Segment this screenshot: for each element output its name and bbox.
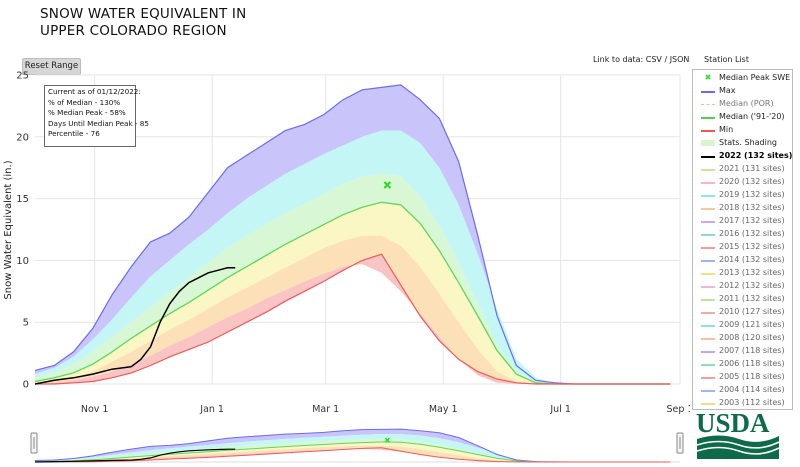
legend-swatch	[701, 91, 715, 93]
y-tick-label: 0	[23, 380, 29, 391]
y-tick-label: 15	[16, 194, 29, 205]
y-axis-label: Snow Water Equivalent (in.)	[3, 160, 14, 299]
legend-swatch	[701, 312, 715, 314]
link-separator: /	[661, 55, 670, 64]
legend-label: 2005 (118 sites)	[719, 372, 785, 381]
legend-label: 2020 (132 sites)	[719, 177, 785, 186]
legend-label: Max	[719, 86, 736, 95]
legend-label: 2012 (132 sites)	[719, 281, 785, 290]
legend-swatch	[701, 247, 715, 249]
legend-label: 2003 (112 sites)	[719, 398, 785, 407]
legend-swatch	[701, 195, 715, 197]
legend-swatch	[701, 208, 715, 210]
legend-swatch	[701, 260, 715, 262]
legend-label: 2006 (118 sites)	[719, 359, 785, 368]
legend-swatch	[701, 130, 715, 132]
legend-label: 2018 (132 sites)	[719, 203, 785, 212]
legend-swatch	[701, 182, 715, 184]
x-tick-label: Nov 1	[81, 404, 109, 415]
json-link[interactable]: JSON	[669, 55, 690, 64]
nav-median-peak-marker	[384, 437, 390, 443]
legend-swatch	[701, 377, 715, 379]
legend-label: Median Peak SWE	[719, 73, 791, 82]
legend-swatch	[701, 351, 715, 353]
y-tick-label: 5	[23, 318, 29, 329]
band-median-p30	[35, 202, 671, 384]
info-line-days-peak: Days Until Median Peak - 85	[48, 118, 149, 128]
y-tick-label: 25	[16, 71, 29, 82]
legend-label: Median ('91-'20)	[719, 112, 785, 121]
swe-chart[interactable]: 0 5 10 15 20 25 Nov 1 Jan 1 Mar 1 May 1 Jul 1 Sep 1…	[0, 0, 690, 425]
legend-swatch	[701, 286, 715, 288]
legend-swatch	[701, 156, 715, 158]
median-peak-marker	[383, 181, 392, 189]
legend-swatch	[701, 234, 715, 236]
legend-swatch	[701, 140, 715, 146]
station-list-link[interactable]: Station List	[704, 55, 749, 64]
chart-title-line2: UPPER COLORADO REGION	[40, 23, 227, 39]
legend-label: 2017 (132 sites)	[719, 216, 785, 225]
legend-label: Stats. Shading	[719, 138, 778, 147]
legend-swatch	[701, 325, 715, 327]
nav-min-line	[35, 447, 671, 463]
legend-label: 2021 (131 sites)	[719, 164, 785, 173]
legend-label: 2022 (132 sites)	[719, 151, 793, 160]
x-tick-label: Jan 1	[199, 404, 224, 415]
legend-swatch: ✖	[704, 73, 712, 82]
data-links: Link to data: CSV / JSON	[593, 55, 689, 64]
info-line-pct-peak: % Median Peak - 58%	[48, 108, 126, 117]
series-2022-line	[34, 267, 236, 385]
legend-label: 2009 (121 sites)	[719, 320, 785, 329]
legend-label: 2010 (127 sites)	[719, 307, 785, 316]
y-tick-label: 10	[16, 256, 29, 267]
info-line-pct-median: % of Median - 130%	[48, 97, 121, 107]
legend-label: 2016 (132 sites)	[719, 229, 785, 238]
range-navigator[interactable]	[0, 0, 690, 467]
legend-label: 2015 (132 sites)	[719, 242, 785, 251]
legend-label: 2004 (114 sites)	[719, 385, 785, 394]
legend-swatch	[701, 117, 715, 119]
x-tick-label: Mar 1	[312, 404, 339, 415]
legend-label: Min	[719, 125, 734, 134]
min-line	[35, 253, 671, 385]
link-prefix: Link to data:	[593, 55, 646, 64]
legend-label: 2014 (132 sites)	[719, 255, 785, 264]
legend-label: 2008 (120 sites)	[719, 333, 785, 342]
chart-title: SNOW WATER EQUIVALENT IN UPPER COLORADO …	[40, 6, 246, 40]
x-tick-label: Sep 1	[667, 404, 690, 415]
legend-swatch	[701, 364, 715, 366]
info-line-percentile: Percentile - 76	[48, 129, 100, 138]
chart-legend: ✖ Median Peak SWE Max Median (POR) Median ('…	[692, 69, 793, 410]
legend-swatch	[701, 221, 715, 223]
csv-link[interactable]: CSV	[645, 55, 662, 64]
legend-swatch	[701, 169, 715, 171]
legend-label: 2011 (132 sites)	[719, 294, 785, 303]
legend-swatch	[701, 104, 715, 105]
legend-swatch	[701, 403, 715, 405]
chart-title-line1: SNOW WATER EQUIVALENT IN	[40, 6, 247, 22]
current-info-box: Current as of 01/12/2022: % of Median - …	[44, 85, 149, 147]
legend-swatch	[701, 390, 715, 392]
usda-logo-text: USDA	[696, 408, 770, 438]
band-p30-p10	[35, 235, 671, 384]
x-tick-label: Jul 1	[549, 404, 571, 415]
usda-logo: USDA	[696, 408, 780, 459]
legend-label: Median (POR)	[719, 99, 774, 108]
legend-swatch	[701, 299, 715, 301]
legend-label: 2019 (132 sites)	[719, 190, 785, 199]
info-line-date: Current as of 01/12/2022:	[48, 87, 141, 96]
legend-label: 2007 (118 sites)	[719, 346, 785, 355]
x-tick-label: May 1	[429, 404, 458, 415]
legend-swatch	[701, 338, 715, 340]
y-tick-label: 20	[16, 132, 29, 143]
legend-label: 2013 (132 sites)	[719, 268, 785, 277]
nav-band-median-p30	[35, 442, 671, 462]
nav-series-2022-line	[34, 448, 236, 463]
legend-swatch	[701, 273, 715, 275]
